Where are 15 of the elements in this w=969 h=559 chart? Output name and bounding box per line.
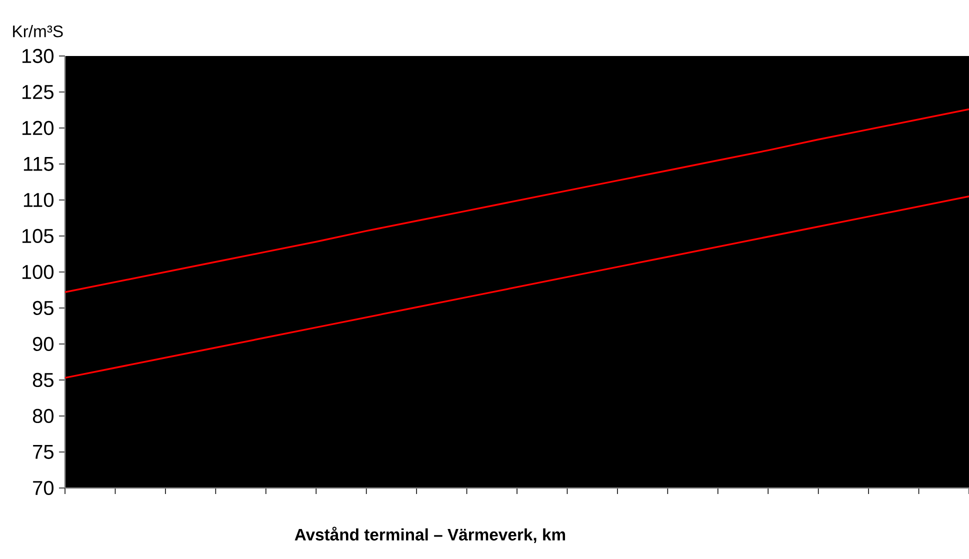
y-tick-label: 95	[32, 300, 54, 316]
y-tick-label: 110	[24, 192, 54, 208]
y-tick-label: 85	[32, 372, 54, 388]
y-tick-label: 100	[22, 264, 54, 280]
y-tick-label: 70	[33, 480, 54, 496]
y-tick-label: 75	[33, 445, 54, 459]
y-tick-label: 125	[22, 84, 54, 100]
y-tick-label: 115	[24, 157, 54, 171]
y-tick-label: 130	[22, 48, 54, 64]
y-axis-title: Kr/m³S	[13, 25, 63, 38]
y-tick-label: 80	[32, 408, 54, 424]
y-tick-label: 105	[22, 228, 54, 244]
y-tick-label: 90	[32, 336, 54, 352]
y-tick-label: 120	[22, 120, 54, 136]
x-axis-title: Avstånd terminal – Värmeverk, km	[294, 526, 566, 543]
